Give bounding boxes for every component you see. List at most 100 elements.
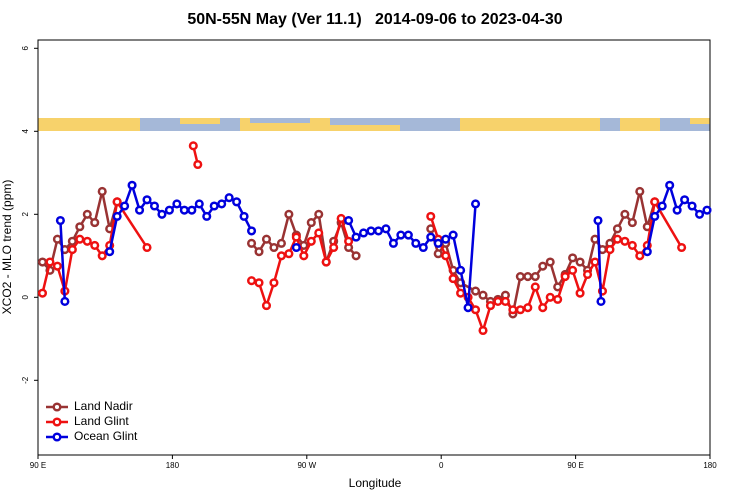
data-point xyxy=(620,209,630,219)
data-point xyxy=(388,238,398,248)
land-ocean-strip xyxy=(38,118,710,131)
data-point xyxy=(269,242,279,253)
data-point xyxy=(75,222,85,232)
data-point xyxy=(254,278,264,288)
data-point xyxy=(694,209,705,219)
data-point xyxy=(568,253,578,263)
data-point xyxy=(448,274,458,284)
data-point xyxy=(665,180,675,190)
data-point xyxy=(284,249,294,259)
data-point xyxy=(605,245,615,255)
data-point xyxy=(314,228,324,238)
data-point xyxy=(246,226,257,236)
data-point xyxy=(261,301,272,311)
data-point xyxy=(142,242,152,253)
data-point xyxy=(441,251,451,261)
data-point xyxy=(463,303,473,313)
data-point xyxy=(523,303,533,313)
data-point xyxy=(515,305,525,315)
data-point xyxy=(37,288,48,298)
data-point xyxy=(52,261,62,271)
data-point xyxy=(657,201,667,211)
x-tick-label: 0 xyxy=(439,461,444,470)
x-tick-label: 90 E xyxy=(30,461,46,470)
data-point xyxy=(179,205,189,215)
chart-title: 50N-55N May (Ver 11.1) 2014-09-06 to 202… xyxy=(187,11,562,28)
data-point xyxy=(523,272,533,282)
data-point xyxy=(336,213,346,223)
data-point xyxy=(276,251,286,261)
data-point xyxy=(456,265,466,275)
data-point xyxy=(105,247,115,257)
x-tick-label: 90 E xyxy=(567,461,583,470)
y-tick-label: 2 xyxy=(21,212,30,217)
data-point xyxy=(97,251,107,261)
data-point xyxy=(37,257,48,267)
data-point xyxy=(246,276,257,286)
data-point xyxy=(515,272,525,282)
data-point xyxy=(194,199,204,209)
data-point xyxy=(441,234,451,244)
data-point xyxy=(239,211,249,221)
data-point xyxy=(702,205,712,215)
data-point xyxy=(418,242,428,253)
data-point xyxy=(82,209,92,219)
data-point xyxy=(254,247,264,257)
data-point xyxy=(193,159,203,170)
data-point xyxy=(209,201,219,211)
data-point xyxy=(45,257,55,267)
data-point xyxy=(612,234,622,244)
data-point xyxy=(627,240,637,250)
data-point xyxy=(67,245,77,255)
data-point xyxy=(224,193,234,203)
data-point xyxy=(470,199,481,209)
data-point xyxy=(590,234,600,244)
data-point xyxy=(642,247,652,257)
data-point xyxy=(366,226,376,236)
x-tick-label: 90 W xyxy=(297,461,316,470)
data-point xyxy=(426,211,436,221)
data-point xyxy=(433,238,443,248)
data-point xyxy=(351,251,361,261)
data-point xyxy=(314,209,324,219)
data-point xyxy=(620,236,630,246)
data-point xyxy=(90,240,100,250)
data-point xyxy=(612,224,622,234)
data-point xyxy=(172,199,182,209)
legend-label: Land Nadir xyxy=(74,399,133,413)
data-point xyxy=(493,296,503,307)
data-point xyxy=(478,290,488,300)
data-point xyxy=(329,242,339,253)
data-point xyxy=(456,288,466,298)
data-point xyxy=(306,218,316,228)
data-point xyxy=(538,303,548,313)
legend-label: Land Glint xyxy=(74,414,129,428)
data-point xyxy=(127,180,137,190)
data-point xyxy=(635,251,645,261)
data-point xyxy=(582,269,593,280)
data-point xyxy=(538,261,548,271)
y-tick-label: 4 xyxy=(21,129,30,134)
data-point xyxy=(164,205,174,215)
data-point xyxy=(67,236,77,246)
data-point xyxy=(575,288,585,298)
data-point xyxy=(650,211,660,221)
data-point xyxy=(627,218,637,228)
data-point xyxy=(344,215,354,226)
data-point xyxy=(112,197,122,207)
data-point xyxy=(149,201,160,211)
data-point xyxy=(112,211,122,221)
data-point xyxy=(344,236,354,246)
data-point xyxy=(485,301,496,311)
data-point xyxy=(575,257,585,267)
data-point xyxy=(291,242,301,253)
data-point xyxy=(321,257,331,267)
series-line xyxy=(41,145,683,335)
data-point xyxy=(60,296,70,307)
data-point xyxy=(187,205,197,215)
data-point xyxy=(650,197,660,207)
data-point xyxy=(358,228,369,238)
data-point xyxy=(142,195,152,205)
